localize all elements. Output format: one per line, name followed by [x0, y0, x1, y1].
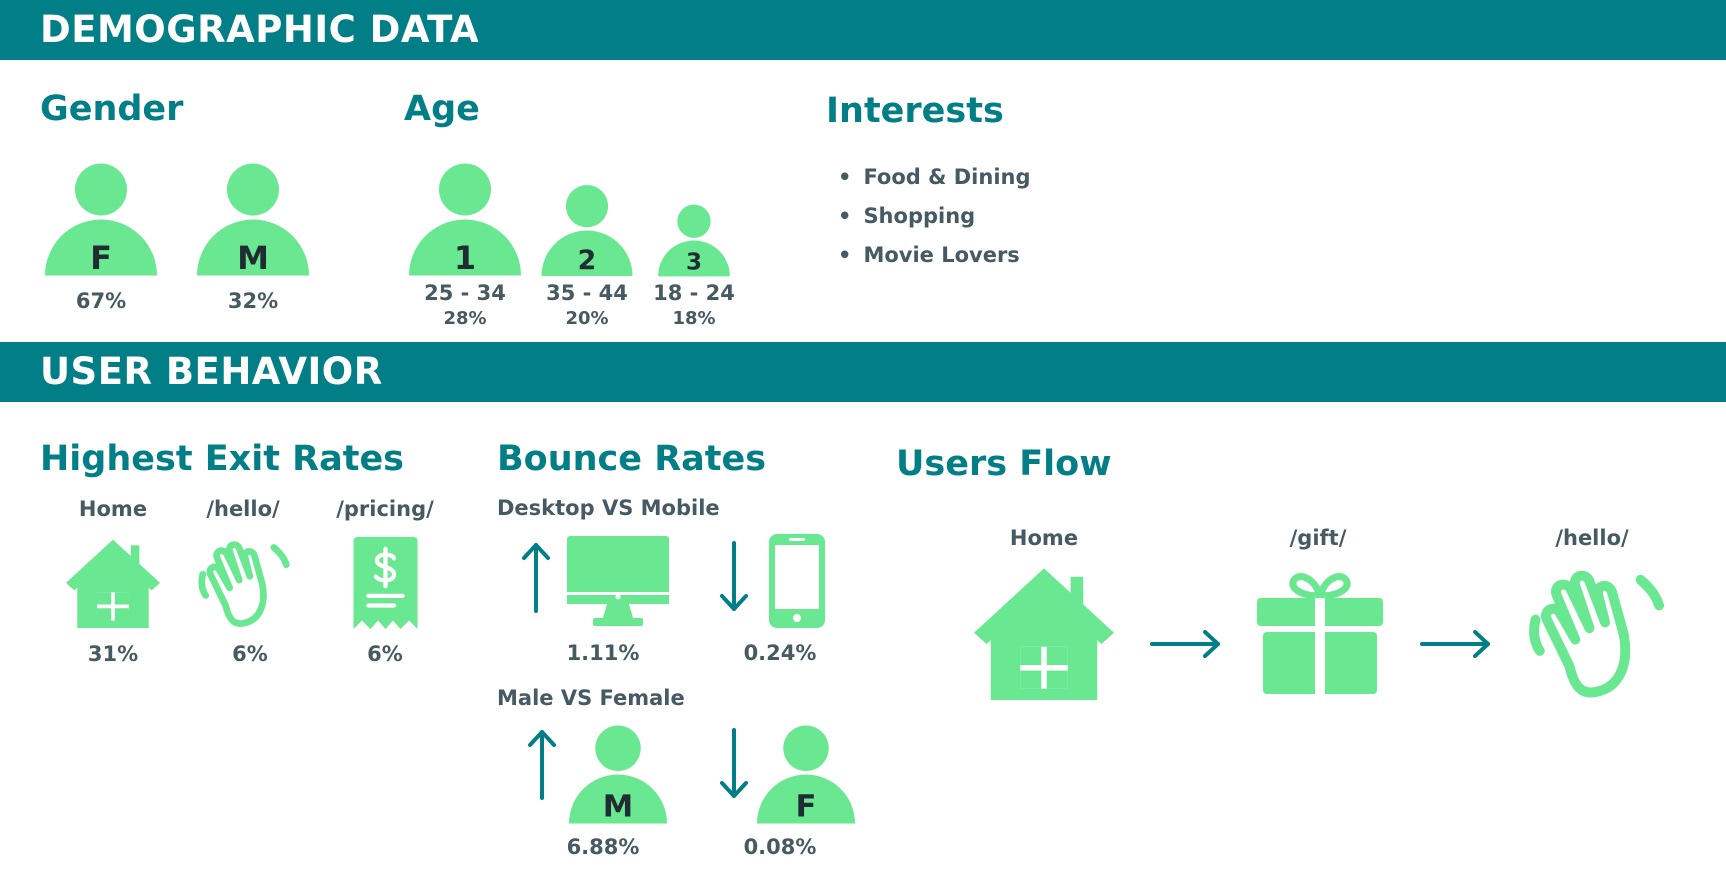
flow-step-gift-label: /gift/	[1289, 526, 1347, 550]
home-icon	[66, 539, 160, 628]
age-group-3-person-icon: 3	[658, 204, 730, 277]
age-heading: Age	[404, 89, 480, 129]
bounce-rates-heading: Bounce Rates	[497, 439, 767, 479]
age-group-2-rank: 2	[578, 245, 597, 276]
demographic-section-title: DEMOGRAPHIC DATA	[40, 8, 480, 51]
mobile-bounce-value: 0.24%	[743, 641, 817, 665]
waving-hand-icon	[195, 534, 295, 630]
flow-arrow-right-icon	[1420, 630, 1490, 658]
male-bounce-value: 6.88%	[566, 835, 640, 859]
female-person-icon: F	[757, 725, 855, 825]
interests-heading: Interests	[826, 91, 1004, 131]
mobile-trend-down-arrow-icon	[720, 541, 748, 611]
interest-item: Food & Dining	[838, 158, 1030, 197]
age-group-1-person-icon: 1	[409, 163, 521, 277]
age-group-1-range: 25 - 34	[424, 281, 506, 305]
interest-item: Shopping	[838, 197, 1031, 236]
female-bounce-value: 0.08%	[743, 835, 817, 859]
flow-step-home-label: Home	[1009, 526, 1079, 550]
age-group-3-percent: 18%	[672, 308, 716, 329]
gift-icon	[1257, 562, 1383, 700]
exit-rates-heading: Highest Exit Rates	[40, 439, 405, 479]
exit-rate-hello-percent: 6%	[232, 642, 268, 666]
male-trend-up-arrow-icon	[528, 730, 556, 800]
behavior-header-band: USER BEHAVIOR	[0, 342, 1726, 402]
behavior-section-title: USER BEHAVIOR	[40, 350, 383, 393]
bounce-female-letter: F	[796, 790, 817, 825]
interest-item: Movie Lovers	[838, 236, 1031, 275]
female-trend-down-arrow-icon	[720, 728, 748, 798]
desktop-vs-mobile-label: Desktop VS Mobile	[497, 496, 720, 520]
interests-list: Food & Dining Shopping Movie Lovers	[838, 158, 1031, 275]
age-group-1-rank: 1	[454, 239, 476, 277]
exit-rate-home-label: Home	[78, 497, 148, 521]
exit-rate-hello-label: /hello/	[206, 497, 280, 521]
age-group-2-person-icon: 2	[541, 185, 633, 276]
desktop-bounce-value: 1.11%	[566, 641, 640, 665]
exit-rate-pricing-label: /pricing/	[336, 497, 434, 521]
exit-rate-pricing-percent: 6%	[367, 642, 403, 666]
flow-step-hello-label: /hello/	[1555, 526, 1629, 550]
waving-hand-icon	[1524, 560, 1672, 702]
male-person-icon: M	[197, 163, 309, 277]
age-group-3-rank: 3	[686, 250, 702, 276]
demographic-header-band: DEMOGRAPHIC DATA	[0, 0, 1726, 60]
receipt-dollar-icon	[353, 537, 418, 629]
bounce-male-letter: M	[603, 790, 633, 825]
gender-male-percent: 32%	[227, 289, 279, 313]
gender-male-letter: M	[237, 239, 269, 277]
gender-heading: Gender	[40, 89, 184, 129]
exit-rate-home-percent: 31%	[87, 642, 139, 666]
gender-female-percent: 67%	[75, 289, 127, 313]
gender-female-letter: F	[90, 239, 112, 277]
flow-arrow-right-icon	[1150, 630, 1220, 658]
desktop-trend-up-arrow-icon	[522, 543, 550, 613]
age-group-1-percent: 28%	[443, 308, 487, 329]
users-flow-heading: Users Flow	[896, 444, 1112, 484]
home-icon	[974, 568, 1114, 700]
male-person-icon: M	[569, 725, 667, 825]
age-group-3-range: 18 - 24	[653, 281, 735, 305]
desktop-icon	[567, 536, 669, 626]
mobile-icon	[769, 534, 825, 628]
age-group-2-percent: 20%	[565, 308, 609, 329]
male-vs-female-label: Male VS Female	[497, 686, 685, 710]
age-group-2-range: 35 - 44	[546, 281, 628, 305]
female-person-icon: F	[45, 163, 157, 277]
